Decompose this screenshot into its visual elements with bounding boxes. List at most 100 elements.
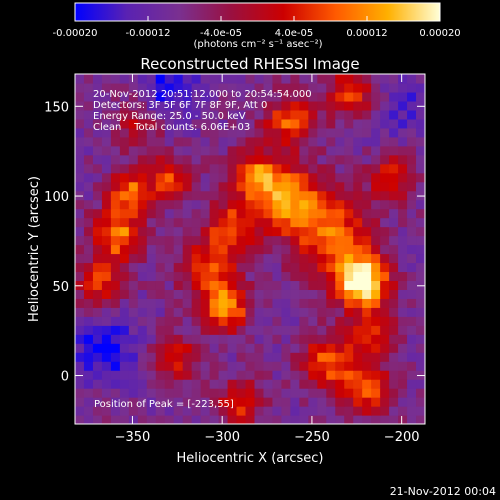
heatmap-cell: [326, 118, 336, 129]
heatmap-cell: [389, 379, 399, 389]
heatmap-cell: [128, 325, 139, 335]
heatmap-cell: [263, 370, 274, 380]
heatmap-cell: [317, 118, 327, 129]
heatmap-cell: [83, 253, 94, 264]
heatmap-cell: [101, 208, 112, 219]
heatmap-cell: [101, 307, 112, 317]
heatmap-cell: [200, 118, 211, 129]
heatmap-cell: [227, 271, 238, 282]
heatmap-cell: [110, 262, 121, 273]
heatmap-cell: [182, 307, 193, 317]
heatmap-cell: [326, 379, 336, 389]
heatmap-cell: [218, 325, 229, 335]
heatmap-cell: [263, 136, 274, 147]
heatmap-cell: [75, 181, 85, 192]
heatmap-cell: [137, 154, 148, 165]
heatmap-cell: [263, 352, 274, 362]
heatmap-cell: [254, 91, 265, 102]
heatmap-cell: [227, 163, 238, 174]
heatmap-cell: [146, 397, 157, 407]
heatmap-cell: [290, 352, 300, 362]
heatmap-cell: [362, 208, 372, 219]
heatmap-cell: [407, 289, 417, 299]
heatmap-cell: [263, 109, 274, 120]
heatmap-cell: [83, 352, 94, 362]
heatmap-cell: [398, 406, 408, 416]
heatmap-cell: [110, 388, 121, 398]
heatmap-cell: [326, 244, 336, 255]
heatmap-cell: [398, 118, 408, 129]
heatmap-cell: [263, 163, 274, 174]
heatmap-cell: [407, 100, 417, 111]
heatmap-cell: [128, 127, 139, 138]
heatmap-cell: [191, 325, 202, 335]
heatmap-cell: [416, 343, 425, 353]
heatmap-cell: [281, 271, 291, 282]
info-detectors: Detectors: 3F 5F 6F 7F 8F 9F, Att 0: [93, 100, 267, 111]
heatmap-cell: [173, 172, 184, 183]
heatmap-cell: [101, 163, 112, 174]
heatmap-cell: [146, 190, 157, 201]
heatmap-cell: [227, 217, 238, 228]
heatmap-cell: [398, 316, 408, 326]
heatmap-cell: [200, 109, 211, 120]
heatmap-cell: [155, 226, 166, 237]
heatmap-cell: [416, 334, 425, 344]
heatmap-cell: [209, 127, 220, 138]
heatmap-cell: [398, 379, 408, 389]
heatmap-cell: [407, 235, 417, 246]
heatmap-cell: [182, 325, 193, 335]
heatmap-cell: [317, 109, 327, 120]
heatmap-cell: [191, 280, 202, 290]
heatmap-cell: [290, 172, 300, 183]
heatmap-cell: [182, 181, 193, 192]
heatmap-cell: [92, 343, 103, 353]
heatmap-cell: [407, 370, 417, 380]
heatmap-cell: [335, 388, 345, 398]
heatmap-cell: [362, 163, 372, 174]
heatmap-cell: [416, 190, 425, 201]
heatmap-cell: [263, 406, 274, 416]
heatmap-cell: [209, 352, 220, 362]
heatmap-cell: [164, 181, 175, 192]
heatmap-cell: [101, 406, 112, 416]
heatmap-cell: [182, 253, 193, 264]
heatmap-cell: [128, 406, 139, 416]
heatmap-cell: [290, 244, 300, 255]
heatmap-cell: [119, 298, 130, 308]
heatmap-cell: [416, 217, 425, 228]
heatmap-cell: [290, 226, 300, 237]
heatmap-cell: [254, 253, 265, 264]
heatmap-cell: [308, 352, 318, 362]
heatmap-cell: [344, 91, 354, 102]
heatmap-cell: [236, 109, 247, 120]
heatmap-cell: [380, 208, 390, 219]
heatmap-cell: [380, 163, 390, 174]
heatmap-cell: [254, 361, 265, 371]
heatmap-cell: [308, 379, 318, 389]
heatmap-cell: [110, 100, 121, 111]
heatmap-cell: [146, 235, 157, 246]
heatmap-cell: [380, 289, 390, 299]
heatmap-cell: [218, 136, 229, 147]
heatmap-cell: [101, 217, 112, 228]
heatmap-cell: [407, 406, 417, 416]
heatmap-cell: [371, 388, 381, 398]
heatmap-cell: [380, 235, 390, 246]
heatmap-cell: [416, 127, 425, 138]
heatmap-cell: [218, 190, 229, 201]
heatmap-cell: [101, 74, 112, 84]
heatmap-cell: [362, 298, 372, 308]
heatmap-cell: [182, 82, 193, 93]
heatmap-cell: [75, 307, 85, 317]
heatmap-cell: [218, 289, 229, 299]
heatmap-cell: [227, 91, 238, 102]
heatmap-cell: [398, 181, 408, 192]
heatmap-cell: [398, 280, 408, 290]
heatmap-cell: [200, 172, 211, 183]
heatmap-cell: [245, 280, 256, 290]
heatmap-cell: [110, 145, 121, 156]
heatmap-cell: [236, 271, 247, 282]
heatmap-cell: [398, 415, 408, 424]
heatmap-cell: [209, 82, 220, 93]
